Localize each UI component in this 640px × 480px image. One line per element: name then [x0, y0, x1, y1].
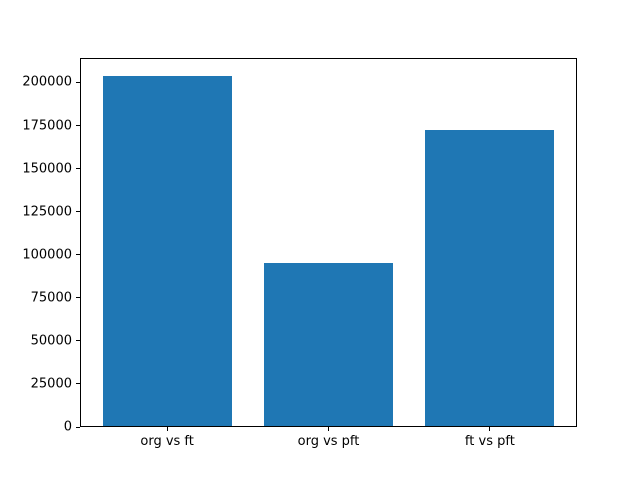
- x-axis-tick-label: ft vs pft: [464, 434, 515, 449]
- y-axis-tick-label: 200000: [22, 74, 72, 90]
- y-axis-tick-mark: [76, 340, 80, 342]
- plot-area: [80, 58, 577, 427]
- y-axis-tick-label: 100000: [22, 247, 72, 263]
- y-axis-tick-label: 25000: [30, 376, 72, 392]
- bar: [425, 129, 555, 426]
- y-axis-tick-mark: [76, 383, 80, 385]
- x-axis-tick-mark: [328, 427, 329, 431]
- y-axis-tick-label: 125000: [22, 204, 72, 220]
- x-axis-tick-label: org vs pft: [297, 434, 360, 449]
- y-axis-tick-label: 75000: [30, 290, 72, 306]
- y-axis-tick-label: 175000: [22, 118, 72, 134]
- x-axis-tick-mark: [489, 427, 491, 431]
- y-axis-tick-mark: [76, 125, 80, 127]
- y-axis-tick-label: 150000: [22, 161, 72, 177]
- y-axis-tick-mark: [76, 254, 80, 256]
- y-axis-tick-label: 0: [63, 419, 72, 435]
- y-axis-tick-mark: [76, 297, 80, 299]
- x-axis-tick-mark: [166, 427, 168, 431]
- bar: [263, 263, 394, 426]
- y-axis-tick-label: 50000: [30, 333, 72, 349]
- bar: [102, 76, 232, 426]
- x-axis-tick-label: org vs ft: [140, 434, 194, 449]
- y-axis-tick-mark: [76, 426, 80, 428]
- y-axis-tick-mark: [76, 211, 80, 213]
- y-axis-tick-mark: [76, 168, 80, 170]
- y-axis-tick-mark: [76, 81, 80, 83]
